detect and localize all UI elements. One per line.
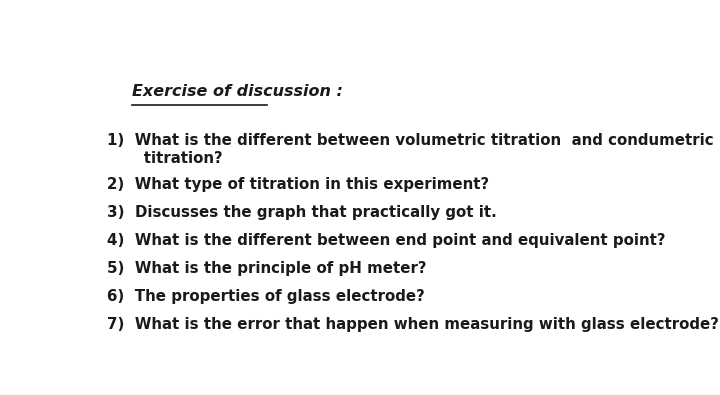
Text: 6)  The properties of glass electrode?: 6) The properties of glass electrode? (107, 289, 425, 304)
Text: 2)  What type of titration in this experiment?: 2) What type of titration in this experi… (107, 177, 489, 192)
Text: 5)  What is the principle of pH meter?: 5) What is the principle of pH meter? (107, 261, 426, 276)
Text: 4)  What is the different between end point and equivalent point?: 4) What is the different between end poi… (107, 233, 665, 248)
Text: 3)  Discusses the graph that practically got it.: 3) Discusses the graph that practically … (107, 205, 497, 220)
Text: 1)  What is the different between volumetric titration  and condumetric
       t: 1) What is the different between volumet… (107, 133, 714, 166)
Text: Exercise of discussion :: Exercise of discussion : (132, 84, 343, 99)
Text: 7)  What is the error that happen when measuring with glass electrode?: 7) What is the error that happen when me… (107, 316, 719, 331)
